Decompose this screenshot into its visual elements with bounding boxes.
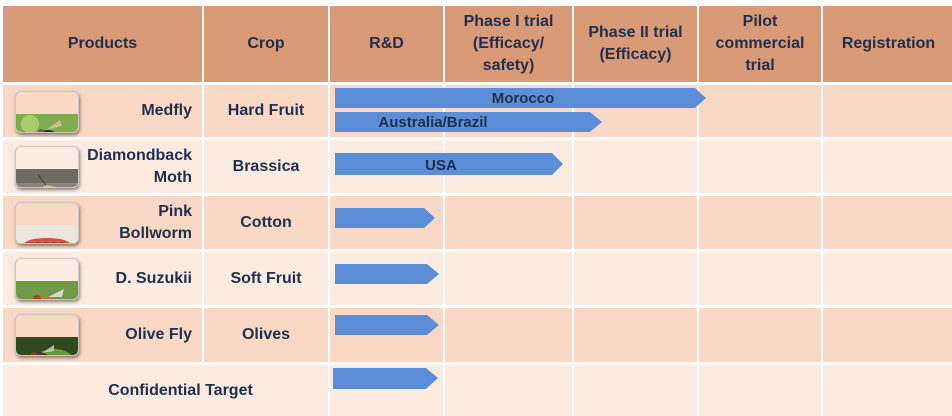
header-rnd: R&D (330, 6, 443, 82)
crop-name: Cotton (204, 196, 328, 249)
header-phase2: Phase II trial (Efficacy) (574, 6, 697, 82)
product-name: Olive Fly (125, 326, 192, 343)
header-phase1: Phase I trial (Efficacy/ safety) (445, 6, 572, 82)
header-registration: Registration (823, 6, 952, 82)
pipeline-table: Products Crop R&D Phase I trial (Efficac… (3, 6, 952, 416)
header-products: Products (3, 6, 202, 82)
medfly-photo-icon (15, 91, 79, 133)
fruit-fly-photo-icon (15, 258, 79, 300)
header-crop: Crop (204, 6, 328, 82)
olive-fly-photo-icon (15, 314, 79, 356)
bollworm-photo-icon (15, 202, 79, 244)
crop-name: Brassica (204, 140, 328, 193)
product-name-confidential: Confidential Target (3, 365, 328, 416)
moth-photo-icon (15, 146, 79, 188)
table-row-product: Pink Bollworm (3, 196, 202, 249)
table-row-product: Olive Fly (3, 308, 202, 362)
product-name: D. Suzukii (115, 269, 192, 287)
crop-name: Olives (204, 308, 328, 362)
product-name: Diamondback Moth (87, 146, 192, 186)
product-name: Medfly (141, 102, 192, 119)
crop-name: Soft Fruit (204, 252, 328, 305)
table-row-product: Medfly (3, 85, 202, 137)
product-name: Pink Bollworm (119, 202, 192, 242)
table-row-product: D. Suzukii (3, 252, 202, 305)
table-row-product: Diamondback Moth (3, 140, 202, 193)
crop-name: Hard Fruit (204, 85, 328, 137)
header-pilot: Pilot commercial trial (699, 6, 821, 82)
